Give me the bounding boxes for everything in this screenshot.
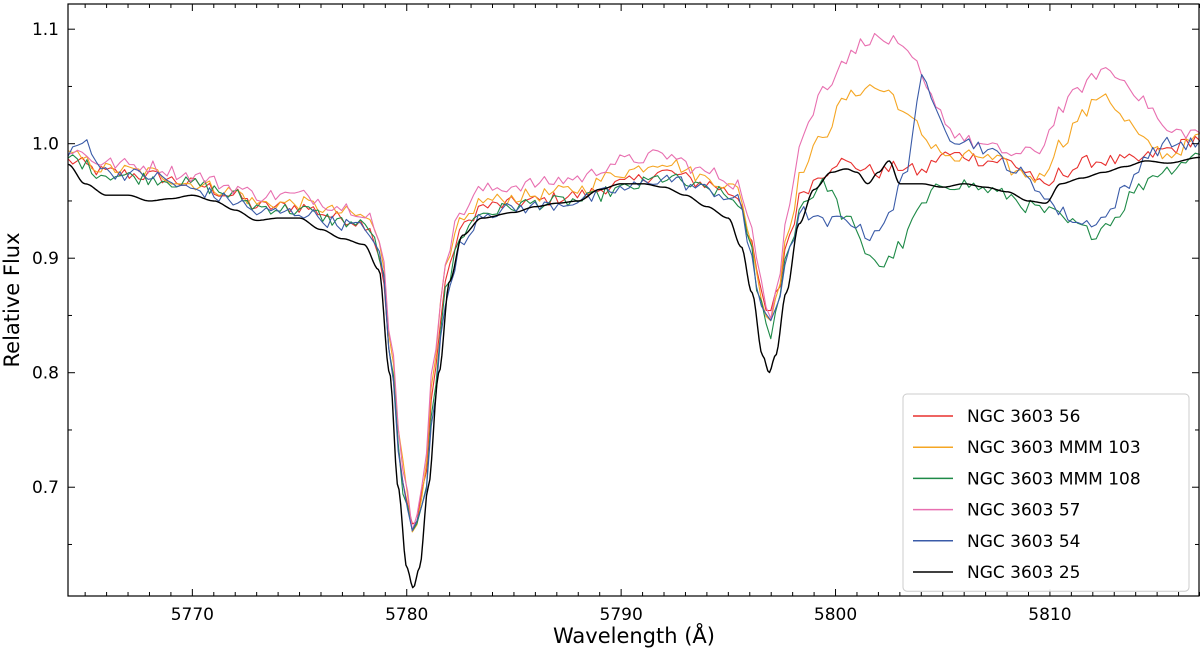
legend-label: NGC 3603 57 (967, 501, 1080, 521)
x-tick-label: 5780 (385, 605, 428, 625)
x-axis-label: Wavelength (Å) (553, 622, 715, 648)
plot-frame (67, 3, 1200, 597)
y-tick-label: 1.1 (32, 20, 59, 40)
y-tick-label: 1.0 (32, 135, 59, 155)
series-line-2 (68, 84, 1200, 533)
x-tick-label: 5800 (814, 605, 857, 625)
series-line-3 (68, 152, 1200, 532)
legend-label: NGC 3603 56 (967, 407, 1080, 427)
legend-label: NGC 3603 54 (967, 532, 1080, 552)
legend-label: NGC 3603 MMM 103 (967, 438, 1141, 458)
x-tick-label: 5790 (600, 605, 643, 625)
y-axis-label: Relative Flux (0, 232, 24, 367)
series-line-1 (68, 135, 1200, 525)
y-tick-label: 0.9 (32, 249, 59, 269)
series-line-4 (68, 32, 1200, 532)
legend-box (902, 393, 1190, 592)
legend-label: NGC 3603 25 (967, 563, 1080, 583)
y-tick-label: 0.8 (32, 364, 59, 384)
ticks-layer: 5770 5780 5790 5800 5810 0.7 0.8 0.9 1.0 1.1 (32, 4, 1200, 625)
series-layer (68, 32, 1200, 589)
x-tick-label: 5770 (171, 605, 214, 625)
series-line-5 (68, 73, 1200, 531)
legend: NGC 3603 56 NGC 3603 MMM 103 NGC 3603 MMM … (902, 393, 1190, 592)
legend-label: NGC 3603 MMM 108 (967, 469, 1141, 489)
x-tick-label: 5810 (1028, 605, 1071, 625)
y-tick-label: 0.7 (32, 478, 59, 498)
series-line-6 (68, 156, 1200, 589)
